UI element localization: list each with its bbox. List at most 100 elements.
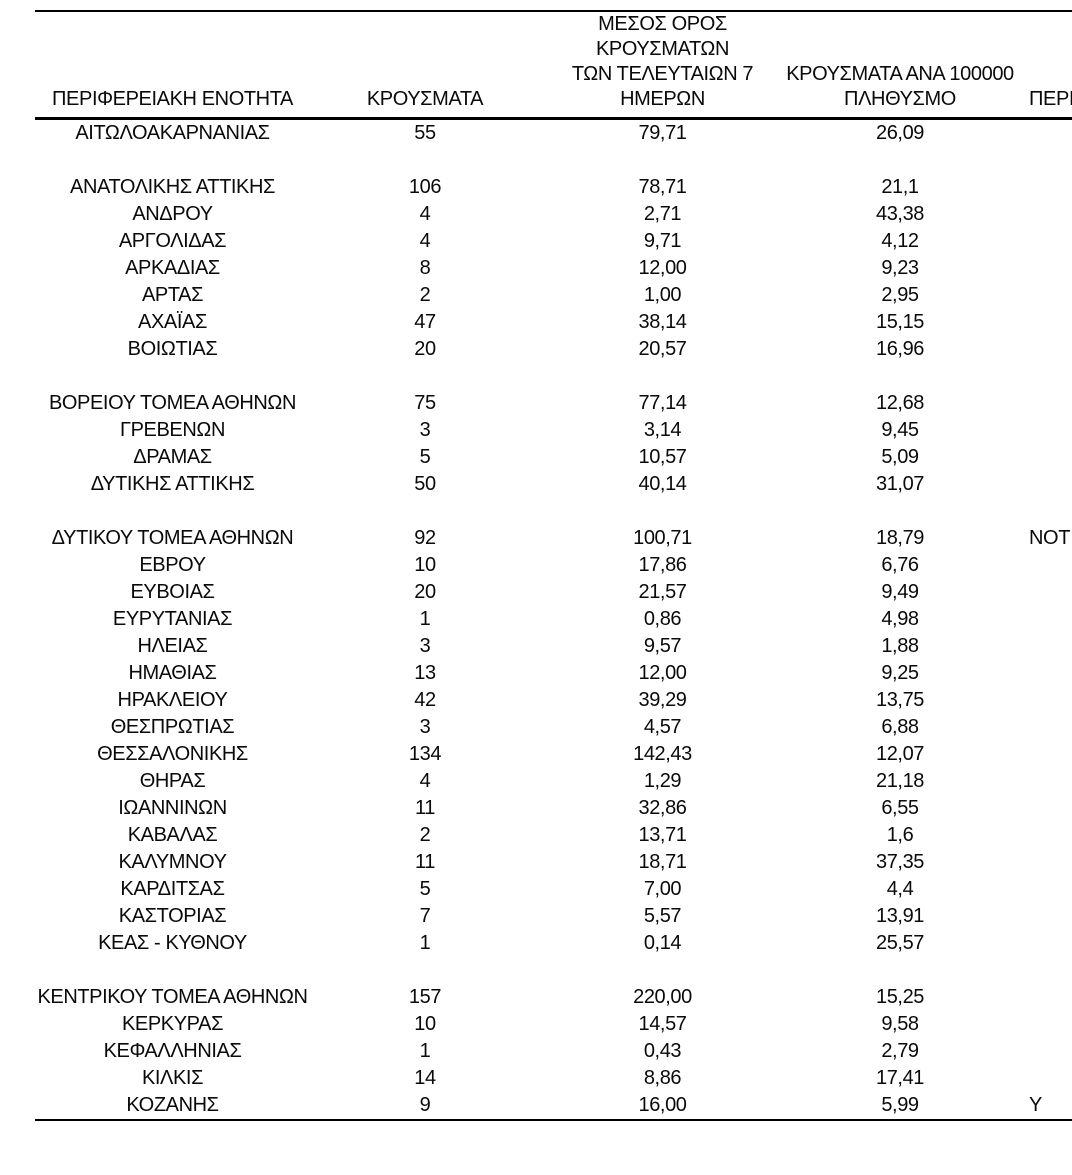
cell-cases: 106 (408, 176, 442, 198)
table-row: ΗΛΕΙΑΣ 3 9,57 1,88 (35, 633, 1072, 660)
table-body: ΑΙΤΩΛΟΑΚΑΡΝΑΝΙΑΣ 55 79,71 26,09 ΑΝΑΤΟΛΙΚΗΣ Α… (35, 119, 1072, 1121)
cell-per-100k (785, 957, 1015, 984)
cell-per-100k: 6,55 (881, 797, 919, 819)
cell-region: ΚΕΡΚΥΡΑΣ (121, 1013, 224, 1035)
cell-avg-7day: 16,00 (540, 1092, 785, 1121)
spacer-row (35, 957, 1072, 984)
cell-cutoff (1015, 174, 1072, 201)
table-row: ΔΥΤΙΚΟΥ ΤΟΜΕΑ ΑΘΗΝΩΝ 92 100,71 18,79 ΝΟΤ (35, 525, 1072, 552)
table-row: ΑΝΔΡΟΥ 4 2,71 43,38 (35, 201, 1072, 228)
cell-region: ΑΝΔΡΟΥ (132, 203, 213, 225)
table-header: ΠΕΡΙΦΕΡΕΙΑΚΗ ΕΝΟΤΗΤΑ ΚΡΟΥΣΜΑΤΑ ΜΕΣΟΣ ΟΡΟ… (35, 11, 1072, 120)
table-row: ΑΝΑΤΟΛΙΚΗΣ ΑΤΤΙΚΗΣ 106 78,71 21,1 (35, 174, 1072, 201)
cell-avg-7day: 77,14 (638, 392, 687, 414)
cell-cases: 75 (414, 392, 436, 414)
cell-avg-7day: 12,00 (638, 257, 687, 279)
cell-region: ΚΑΡΔΙΤΣΑΣ (120, 878, 225, 900)
cell-per-100k: 9,45 (881, 419, 919, 441)
cell-avg-7day: 39,29 (638, 689, 687, 711)
cell-region: ΗΛΕΙΑΣ (137, 635, 208, 657)
spacer-row (35, 147, 1072, 174)
cell-avg-7day: 13,71 (638, 824, 687, 846)
cell-avg-7day: 1,00 (643, 284, 682, 306)
cell-cutoff (1015, 498, 1072, 525)
cell-cases: 47 (414, 311, 436, 333)
cell-per-100k: 2,95 (881, 284, 919, 306)
cell-region: ΘΕΣΣΑΛΟΝΙΚΗΣ (97, 743, 248, 765)
cell-region: ΑΙΤΩΛΟΑΚΑΡΝΑΝΙΑΣ (75, 122, 270, 144)
cell-cutoff (1015, 714, 1072, 741)
cell-cases: 14 (414, 1067, 436, 1089)
cell-cases: 10 (414, 1013, 436, 1035)
cell-per-100k: 37,35 (875, 851, 925, 873)
table-row: ΚΕΑΣ - ΚΥΘΝΟΥ 1 0,14 25,57 (35, 930, 1072, 957)
cell-per-100k: 9,23 (881, 257, 919, 279)
cell-cases: 92 (414, 527, 436, 549)
col-header-cutoff: ΠΕΡΙ (1015, 11, 1072, 120)
table-row: ΘΕΣΣΑΛΟΝΙΚΗΣ 134 142,43 12,07 (35, 741, 1072, 768)
cell-cutoff (1015, 1038, 1072, 1065)
header-row: ΠΕΡΙΦΕΡΕΙΑΚΗ ΕΝΟΤΗΤΑ ΚΡΟΥΣΜΑΤΑ ΜΕΣΟΣ ΟΡΟ… (35, 11, 1072, 120)
cell-avg-7day: 3,14 (643, 419, 682, 441)
cell-per-100k: 6,88 (881, 716, 919, 738)
cell-avg-7day: 220,00 (633, 986, 692, 1008)
cell-region: ΚΟΖΑΝΗΣ (35, 1092, 310, 1121)
cell-region: ΕΒΡΟΥ (139, 554, 206, 576)
cell-per-100k: 9,25 (881, 662, 919, 684)
cell-per-100k: 21,1 (881, 176, 919, 198)
cell-cutoff (1015, 1011, 1072, 1038)
cell-cases: 20 (414, 338, 436, 360)
regional-cases-table: ΠΕΡΙΦΕΡΕΙΑΚΗ ΕΝΟΤΗΤΑ ΚΡΟΥΣΜΑΤΑ ΜΕΣΟΣ ΟΡΟ… (35, 10, 1072, 1121)
col-header-cases: ΚΡΟΥΣΜΑΤΑ (310, 11, 540, 120)
cell-region: ΑΝΑΤΟΛΙΚΗΣ ΑΤΤΙΚΗΣ (70, 176, 275, 198)
table-row: ΕΥΡΥΤΑΝΙΑΣ 1 0,86 4,98 (35, 606, 1072, 633)
cell-region: ΘΗΡΑΣ (139, 770, 206, 792)
cell-cases: 5 (419, 446, 431, 468)
col-header-avg-7day: ΜΕΣΟΣ ΟΡΟΣ ΚΡΟΥΣΜΑΤΩΝ ΤΩΝ ΤΕΛΕΥΤΑΙΩΝ 7 Η… (540, 11, 785, 120)
cell-avg-7day: 9,71 (643, 230, 682, 252)
cell-per-100k: 31,07 (875, 473, 925, 495)
table-row: ΒΟΙΩΤΙΑΣ 20 20,57 16,96 (35, 336, 1072, 363)
cell-per-100k (785, 363, 1015, 390)
cell-region: ΑΧΑΪΑΣ (138, 311, 207, 333)
cell-cutoff (1015, 471, 1072, 498)
cell-avg-7day: 0,14 (643, 932, 682, 954)
cell-cases: 4 (419, 770, 431, 792)
cell-per-100k: 12,07 (875, 743, 925, 765)
table-row: ΚΑΒΑΛΑΣ 2 13,71 1,6 (35, 822, 1072, 849)
cell-cases: 42 (414, 689, 436, 711)
cell-per-100k: 12,68 (875, 392, 925, 414)
cell-cases: 2 (419, 284, 431, 306)
cell-cutoff (1015, 390, 1072, 417)
cell-avg-7day: 4,57 (643, 716, 682, 738)
cell-per-100k (785, 498, 1015, 525)
cell-cutoff (1015, 768, 1072, 795)
cell-cutoff (1015, 255, 1072, 282)
cell-cutoff (1015, 606, 1072, 633)
col-header-per-100k: ΚΡΟΥΣΜΑΤΑ ΑΝΑ 100000 ΠΛΗΘΥΣΜΟ (785, 11, 1015, 120)
cell-region: ΔΥΤΙΚΗΣ ΑΤΤΙΚΗΣ (90, 473, 255, 495)
cell-per-100k: 26,09 (875, 122, 925, 144)
cell-region: ΙΩΑΝΝΙΝΩΝ (118, 797, 227, 819)
cell-cases: 3 (419, 419, 431, 441)
cell-region: ΔΡΑΜΑΣ (133, 446, 212, 468)
cell-region: ΑΡΓΟΛΙΔΑΣ (118, 230, 227, 252)
cell-cases: 134 (408, 743, 442, 765)
cell-cutoff: ΝΟΤ (1029, 527, 1071, 549)
cell-avg-7day: 20,57 (638, 338, 687, 360)
cell-cases: 11 (415, 851, 435, 873)
cell-region: ΑΡΤΑΣ (141, 284, 204, 306)
table-row: ΘΕΣΠΡΩΤΙΑΣ 3 4,57 6,88 (35, 714, 1072, 741)
cell-avg-7day: 142,43 (633, 743, 692, 765)
cell-per-100k: 13,75 (875, 689, 925, 711)
cell-avg-7day: 38,14 (638, 311, 687, 333)
cell-region: ΚΕΝΤΡΙΚΟΥ ΤΟΜΕΑ ΑΘΗΝΩΝ (37, 986, 308, 1008)
cell-cases: 5 (419, 878, 431, 900)
cell-cases (310, 957, 540, 984)
cell-per-100k: 18,79 (875, 527, 925, 549)
cell-cases: 11 (415, 797, 435, 819)
table-row: ΑΡΓΟΛΙΔΑΣ 4 9,71 4,12 (35, 228, 1072, 255)
cell-per-100k: 17,41 (875, 1067, 925, 1089)
cell-cutoff (1015, 633, 1072, 660)
